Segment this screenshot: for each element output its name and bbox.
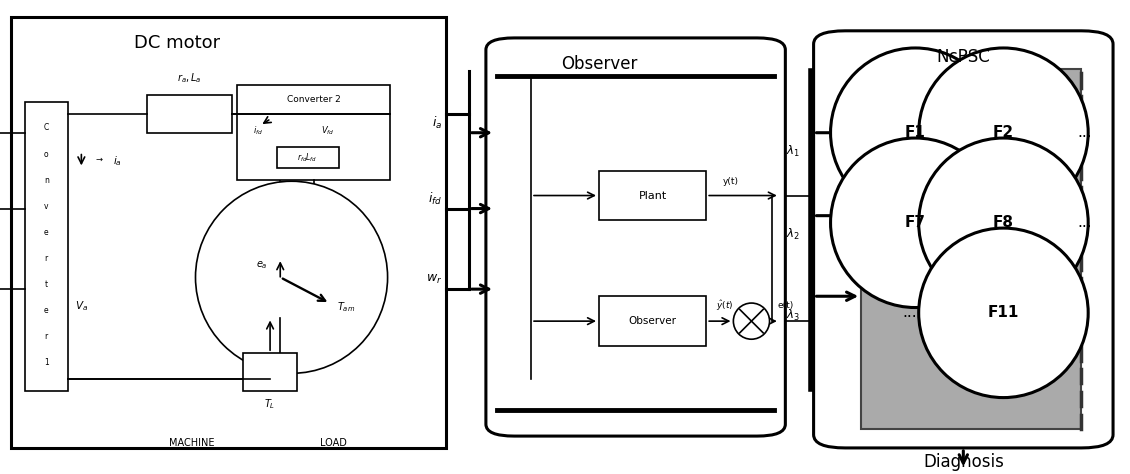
Text: $r_{fd}L_{fd}$: $r_{fd}L_{fd}$ bbox=[297, 151, 318, 164]
Text: 1: 1 bbox=[44, 358, 49, 367]
Ellipse shape bbox=[733, 303, 770, 339]
Text: Diagnosis: Diagnosis bbox=[923, 453, 1005, 471]
Text: C: C bbox=[44, 124, 49, 132]
Text: $\hat{y}(t)$: $\hat{y}(t)$ bbox=[715, 299, 733, 313]
Text: $i_{fd}$: $i_{fd}$ bbox=[427, 191, 442, 207]
Bar bbox=[11, 17, 446, 448]
Text: y(t): y(t) bbox=[723, 177, 739, 186]
Text: F7: F7 bbox=[905, 215, 925, 230]
Text: $i_a$: $i_a$ bbox=[113, 154, 122, 168]
Bar bbox=[25, 102, 68, 391]
FancyBboxPatch shape bbox=[486, 38, 785, 436]
Bar bbox=[243, 353, 297, 391]
Text: $\lambda_3$: $\lambda_3$ bbox=[786, 308, 800, 323]
Text: F8: F8 bbox=[993, 215, 1014, 230]
Text: Converter 2: Converter 2 bbox=[287, 95, 340, 104]
Text: MACHINE: MACHINE bbox=[170, 438, 215, 448]
Text: $T_{am}$: $T_{am}$ bbox=[337, 300, 355, 314]
Bar bbox=[277, 147, 339, 168]
Text: v: v bbox=[44, 202, 49, 210]
Text: ...: ... bbox=[1078, 215, 1092, 230]
Text: ...: ... bbox=[903, 305, 916, 320]
Text: $w_r$: $w_r$ bbox=[426, 273, 442, 286]
Text: $T_L$: $T_L$ bbox=[264, 397, 276, 411]
Text: $r_a, L_a$: $r_a, L_a$ bbox=[177, 71, 201, 85]
FancyBboxPatch shape bbox=[814, 31, 1113, 448]
Text: Plant: Plant bbox=[638, 191, 667, 201]
Text: DC motor: DC motor bbox=[133, 34, 219, 52]
Ellipse shape bbox=[919, 48, 1088, 218]
Text: $e_a$: $e_a$ bbox=[257, 260, 268, 271]
Text: r: r bbox=[45, 254, 47, 263]
Ellipse shape bbox=[831, 48, 1000, 218]
Text: $V_a$: $V_a$ bbox=[75, 299, 88, 313]
Text: Observer: Observer bbox=[562, 55, 637, 73]
Text: n: n bbox=[44, 176, 49, 184]
Ellipse shape bbox=[919, 228, 1088, 398]
Text: $\rightarrow$: $\rightarrow$ bbox=[94, 155, 105, 163]
Text: ...: ... bbox=[1078, 125, 1092, 140]
Text: o: o bbox=[44, 150, 49, 158]
Bar bbox=[861, 69, 1081, 429]
Bar bbox=[147, 95, 232, 133]
Text: $i_a$: $i_a$ bbox=[432, 115, 442, 131]
Text: e: e bbox=[44, 228, 49, 237]
Text: NcPSC: NcPSC bbox=[937, 48, 990, 66]
Text: $\lambda_2$: $\lambda_2$ bbox=[786, 227, 800, 242]
Text: Observer: Observer bbox=[628, 316, 677, 326]
Text: $i_{fd}$: $i_{fd}$ bbox=[253, 124, 262, 137]
Bar bbox=[269, 223, 314, 242]
Text: e: e bbox=[44, 306, 49, 315]
Bar bbox=[599, 296, 706, 346]
Text: F11: F11 bbox=[988, 305, 1019, 320]
Ellipse shape bbox=[195, 181, 388, 374]
Ellipse shape bbox=[831, 138, 1000, 308]
Text: $\lambda_1$: $\lambda_1$ bbox=[786, 144, 800, 159]
Text: F2: F2 bbox=[993, 125, 1014, 140]
Text: LOAD: LOAD bbox=[320, 438, 347, 448]
Text: $V_{fd}$: $V_{fd}$ bbox=[321, 124, 334, 137]
Bar bbox=[237, 85, 390, 180]
Ellipse shape bbox=[919, 138, 1088, 308]
Text: F1: F1 bbox=[905, 125, 925, 140]
Text: t: t bbox=[45, 280, 47, 289]
Text: r: r bbox=[45, 332, 47, 341]
Bar bbox=[599, 171, 706, 220]
Text: e(t): e(t) bbox=[777, 301, 793, 310]
